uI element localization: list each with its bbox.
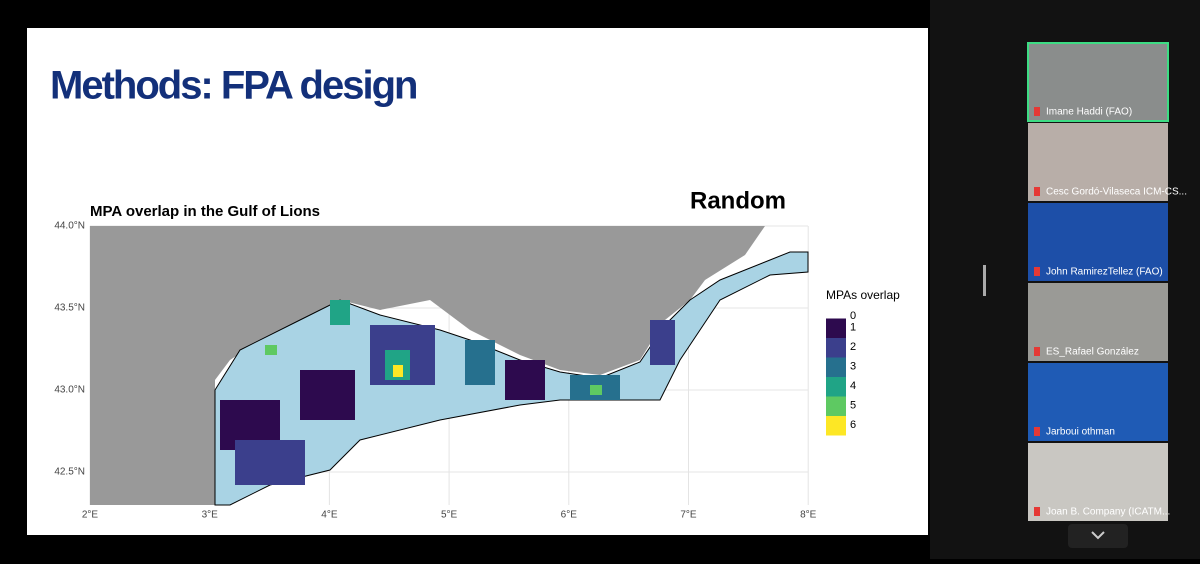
video-tile[interactable]: [1028, 123, 1168, 201]
video-tile[interactable]: [1028, 283, 1168, 361]
legend-swatch: [826, 318, 846, 338]
video-tile[interactable]: [1028, 443, 1168, 521]
mpa-cells: [220, 300, 675, 485]
legend-label: 0: [850, 310, 856, 322]
x-tick-label: 7°E: [680, 510, 697, 521]
mpa-cell: [393, 365, 403, 377]
x-tick-label: 6°E: [561, 510, 578, 521]
legend-label: 6: [850, 419, 856, 431]
y-tick-label: 42.5°N: [54, 467, 85, 478]
participant-name: John RamirezTellez (FAO): [1046, 267, 1163, 278]
y-tick-label: 43.0°N: [54, 385, 85, 396]
legend-label: 1: [850, 321, 856, 333]
legend-swatch: [826, 357, 846, 377]
mpa-cell: [235, 440, 305, 485]
mic-off-icon: [1034, 507, 1040, 516]
chevron-icon: [1091, 531, 1105, 540]
legend-title: MPAs overlap: [826, 288, 900, 302]
mpa-cell: [650, 320, 675, 365]
mpa-cell: [330, 300, 350, 325]
participant-name: ES_Rafael González: [1046, 347, 1139, 358]
mpa-cell: [300, 370, 355, 420]
legend-label: 4: [850, 380, 856, 392]
legend-swatch: [826, 377, 846, 397]
mic-off-icon: [1034, 427, 1040, 436]
x-tick-label: 3°E: [202, 510, 219, 521]
y-tick-label: 44.0°N: [54, 221, 85, 232]
participant-name: Imane Haddi (FAO): [1046, 107, 1132, 118]
legend-swatch: [826, 396, 846, 416]
mpa-cell: [265, 345, 277, 355]
mic-off-icon: [1034, 107, 1040, 116]
participant-name: Cesc Gordó-Vilaseca ICM-CS...: [1046, 187, 1187, 198]
map-title: MPA overlap in the Gulf of Lions: [90, 203, 320, 220]
video-tile[interactable]: [1028, 203, 1168, 281]
y-tick-label: 43.5°N: [54, 303, 85, 314]
video-tile[interactable]: [1028, 363, 1168, 441]
mpa-cell: [465, 340, 495, 385]
mic-off-icon: [1034, 347, 1040, 356]
mpa-cell: [590, 385, 602, 395]
x-tick-label: 5°E: [441, 510, 458, 521]
mic-off-icon: [1034, 187, 1040, 196]
legend-swatch: [826, 416, 846, 436]
mic-off-icon: [1034, 267, 1040, 276]
map-annotation: Random: [690, 187, 786, 214]
x-tick-label: 4°E: [321, 510, 338, 521]
mpa-cell: [505, 360, 545, 400]
participant-name: Joan B. Company (ICATM...: [1046, 507, 1170, 518]
legend-swatch: [826, 338, 846, 358]
land: [90, 226, 765, 505]
slide-title: Methods: FPA design: [50, 64, 416, 108]
legend-label: 2: [850, 341, 856, 353]
scrollbar[interactable]: [983, 265, 986, 296]
participant-name: Jarboui othman: [1046, 427, 1115, 438]
scroll-down-button[interactable]: [1068, 524, 1128, 548]
video-tile[interactable]: [1027, 42, 1169, 122]
legend-label: 3: [850, 360, 856, 372]
x-tick-label: 8°E: [800, 510, 817, 521]
legend-label: 5: [850, 399, 856, 411]
x-tick-label: 2°E: [82, 510, 99, 521]
